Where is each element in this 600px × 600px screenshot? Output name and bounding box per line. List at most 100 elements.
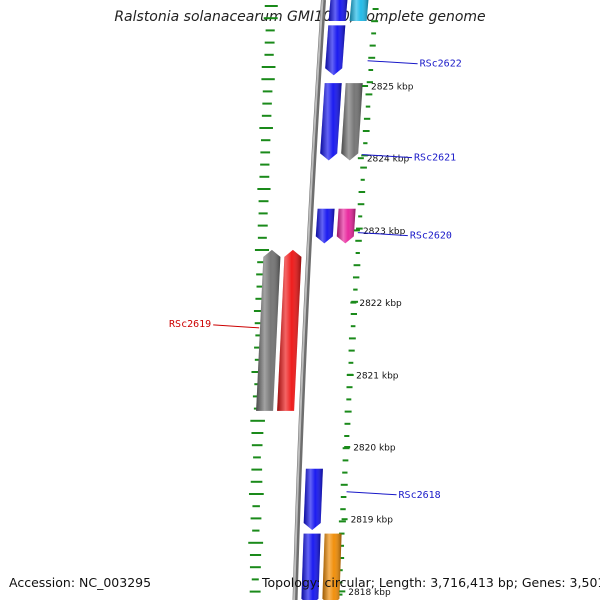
gc-dot: [366, 81, 373, 84]
gc-dot: [257, 261, 267, 264]
gc-dot: [365, 93, 373, 96]
feature-gray-2619b: [256, 249, 281, 411]
gc-dot: [254, 322, 266, 325]
gc-dot: [342, 459, 349, 462]
gc-dot: [371, 32, 377, 35]
gc-dot: [248, 541, 264, 544]
gc-dot: [363, 142, 368, 145]
feature-RSc2620: [315, 208, 335, 244]
gc-dot: [361, 154, 368, 157]
feature-top-cyan: [349, 0, 369, 21]
tick-label: 2818 kbp: [348, 588, 391, 598]
gc-dot: [260, 163, 270, 166]
feature-top-blue: [328, 0, 348, 21]
gc-dot: [250, 480, 263, 483]
gene-label-RSc2622[interactable]: RSc2622: [420, 59, 462, 70]
gc-dot: [255, 297, 266, 300]
gc-dot: [344, 435, 350, 437]
gc-dot: [353, 288, 358, 291]
label-leader: [362, 154, 413, 159]
feature-bottom-blue: [301, 533, 321, 600]
feature-RSc2619: [277, 249, 302, 411]
tick-label: 2821 kbp: [356, 371, 399, 381]
gc-dot: [340, 508, 346, 511]
gc-dot: [256, 285, 266, 288]
gc-dot: [339, 532, 345, 535]
gc-dot: [251, 432, 264, 434]
gc-dot: [348, 337, 356, 340]
accession-text: Accession: NC_003295: [9, 575, 152, 590]
gene-label-RSc2620[interactable]: RSc2620: [410, 231, 452, 242]
gc-dot: [264, 41, 275, 44]
gc-dot: [360, 166, 367, 169]
map-title: Ralstonia solanacearum GMI1000, complete…: [114, 9, 486, 25]
gc-dot: [251, 444, 263, 447]
gc-dot: [358, 191, 366, 193]
gene-labels: RSc2622 RSc2621 RSc2620 RSc2619 RSc2618: [169, 59, 462, 501]
gc-dot: [357, 203, 365, 206]
gc-dot: [261, 114, 272, 117]
gc-dot: [260, 151, 271, 154]
gc-dot: [262, 90, 273, 93]
gc-dot: [346, 386, 353, 389]
gc-dot: [360, 178, 365, 181]
gc-dot: [338, 520, 346, 523]
gc-dot: [251, 468, 263, 471]
gc-dot: [350, 313, 358, 315]
gene-label-RSc2621[interactable]: RSc2621: [414, 153, 456, 164]
gc-dot: [252, 505, 260, 508]
gc-dot: [264, 53, 274, 56]
gc-dot: [346, 398, 352, 401]
gc-dot: [264, 5, 278, 7]
gc-dot: [260, 139, 271, 142]
genome-summary: Topology: circular; Length: 3,716,413 bp…: [262, 575, 600, 590]
gc-dot: [249, 566, 261, 569]
feature-RSc2622: [325, 25, 346, 76]
gc-dot: [248, 493, 264, 495]
gc-dot: [371, 20, 379, 23]
gc-dot: [338, 544, 345, 547]
gc-dot: [257, 236, 267, 239]
label-leader: [213, 324, 260, 329]
gc-dot: [257, 224, 268, 227]
gc-dot: [355, 252, 360, 254]
gene-label-RSc2619[interactable]: RSc2619: [169, 319, 211, 330]
gc-dot: [259, 127, 273, 129]
gc-dot: [263, 17, 278, 20]
backbone-highlight: [293, 0, 324, 600]
gene-label-RSc2618[interactable]: RSc2618: [399, 490, 441, 501]
gc-dot: [257, 188, 271, 190]
gc-dot: [353, 264, 361, 267]
gc-dot: [362, 130, 370, 132]
gc-dot: [350, 325, 356, 328]
gc-dot: [253, 456, 261, 459]
gc-dot: [356, 227, 363, 230]
gc-dot: [372, 8, 379, 10]
gc-dot: [342, 447, 350, 450]
gc-dot: [368, 56, 376, 59]
tick-label: 2819 kbp: [351, 516, 394, 526]
gc-dot: [258, 212, 268, 215]
feature-bottom-orange: [322, 533, 342, 600]
gc-dot: [348, 361, 354, 364]
gc-dot: [340, 496, 347, 498]
tick-label: 2820 kbp: [353, 444, 396, 454]
gc-dot: [368, 69, 374, 71]
tick-label: 2822 kbp: [359, 299, 402, 309]
gc-dot: [363, 117, 371, 120]
gc-dot: [251, 578, 259, 581]
gc-dot: [358, 215, 363, 218]
gc-dot: [262, 102, 272, 105]
feature-RSc2618: [303, 468, 323, 530]
label-leader: [367, 60, 418, 65]
backbone-ring: [292, 0, 326, 600]
gc-dot: [355, 239, 362, 242]
feature-RSc2621: [320, 83, 342, 161]
feature-gray-2621b: [341, 83, 363, 161]
label-leader: [357, 232, 408, 237]
gc-dot: [259, 175, 270, 178]
tick-label: 2823 kbp: [363, 227, 406, 237]
kbp-ticks: 2825 kbp 2824 kbp 2823 kbp 2822 kbp 2821 kbp…: [339, 83, 414, 598]
gc-dot: [352, 276, 360, 279]
